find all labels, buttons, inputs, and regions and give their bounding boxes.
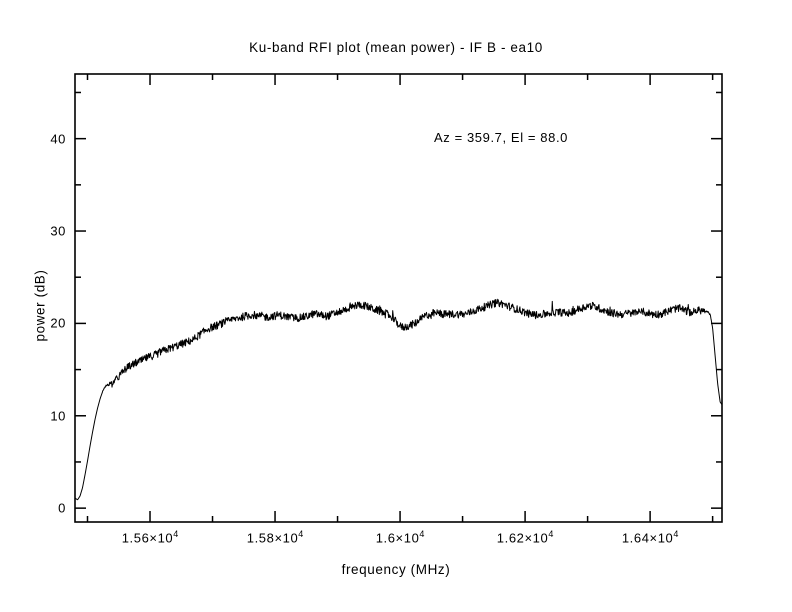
axes-frame (74, 73, 723, 523)
x-tick-label: 1.6×104 (375, 529, 425, 546)
y-tick-label: 0 (58, 500, 66, 516)
plot-frame (74, 73, 723, 523)
x-tick-label: 1.62×104 (496, 529, 554, 546)
y-tick-label: 20 (50, 315, 66, 331)
x-axis-title: frequency (MHz) (341, 562, 451, 577)
data-series-group (74, 298, 723, 501)
data-trace (74, 298, 723, 501)
x-tick-label: 1.58×104 (246, 529, 304, 546)
x-tick-label: 1.56×104 (121, 529, 179, 546)
y-tick-label: 10 (50, 408, 66, 424)
chart-title: Ku-band RFI plot (mean power) - IF B - e… (249, 40, 543, 55)
axis-ticks (75, 74, 722, 522)
y-tick-label: 40 (50, 131, 66, 147)
y-tick-label: 30 (50, 223, 66, 239)
annotation-az-el: Az = 359.7, El = 88.0 (433, 130, 569, 145)
x-tick-label: 1.64×104 (621, 529, 679, 546)
